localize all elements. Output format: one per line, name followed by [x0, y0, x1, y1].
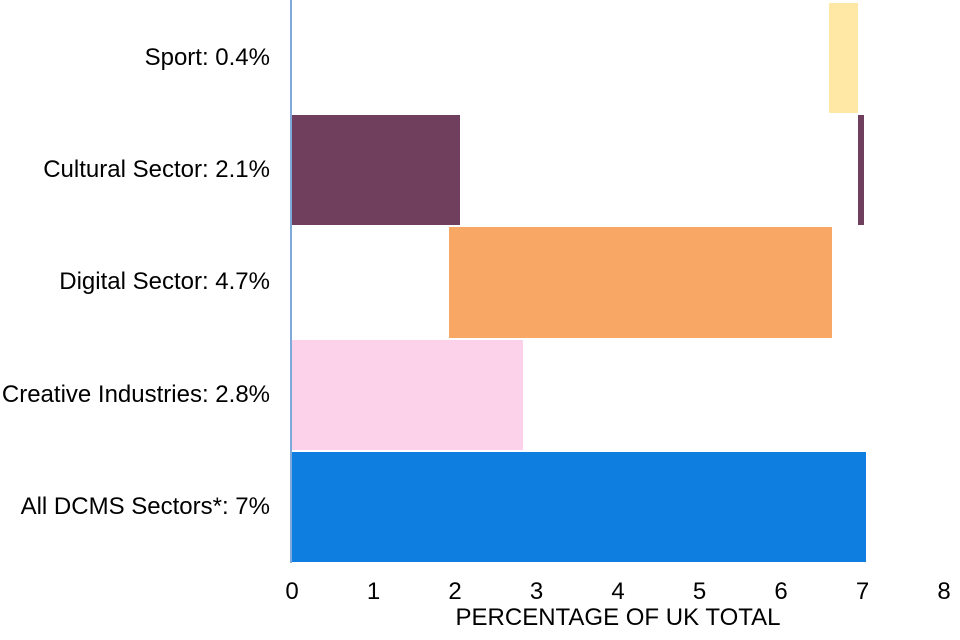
y-axis-line — [290, 0, 292, 563]
bar-track-creative-industries — [292, 339, 944, 451]
x-tick-0: 0 — [285, 578, 299, 605]
chart-row-cultural-sector: Cultural Sector: 2.1% — [0, 114, 944, 226]
bar-segment-all-dcms-sectors — [292, 451, 866, 563]
bar-segment-sport — [829, 3, 859, 114]
category-label-digital-sector: Digital Sector: 4.7% — [59, 268, 270, 296]
bar-segment-creative-industries — [292, 339, 523, 450]
category-label-cultural-sector: Cultural Sector: 2.1% — [43, 156, 270, 184]
x-axis-title: PERCENTAGE OF UK TOTAL — [455, 604, 781, 631]
chart-row-digital-sector: Digital Sector: 4.7% — [0, 226, 944, 338]
bar-segment-digital-sector — [449, 227, 833, 338]
chart-row-all-dcms-sectors: All DCMS Sectors*: 7% — [0, 451, 944, 563]
x-tick-8: 8 — [937, 578, 951, 605]
chart-row-sport: Sport: 0.4% — [0, 2, 944, 114]
bar-track-sport — [292, 2, 944, 114]
bar-segment-cultural-sector — [292, 115, 460, 226]
x-tick-3: 3 — [529, 578, 544, 605]
x-tick-7: 7 — [855, 578, 870, 605]
x-tick-5: 5 — [692, 578, 707, 605]
category-label-sport: Sport: 0.4% — [144, 43, 270, 71]
category-label-creative-industries: Creative Industries: 2.8% — [1, 380, 270, 408]
x-axis-ticks: 0 1 2 3 4 5 6 7 8 — [285, 578, 950, 605]
plot-area: Sport: 0.4% Cultural Sector: 2.1% Digita… — [0, 2, 944, 563]
x-tick-6: 6 — [774, 578, 788, 605]
bar-segment-cultural-sector — [858, 115, 865, 226]
x-tick-4: 4 — [611, 578, 625, 605]
category-label-all-dcms-sectors: All DCMS Sectors*: 7% — [20, 492, 270, 520]
chart-row-creative-industries: Creative Industries: 2.8% — [0, 339, 944, 451]
bar-track-digital-sector — [292, 226, 944, 338]
x-tick-1: 1 — [366, 578, 381, 605]
x-tick-2: 2 — [448, 578, 462, 605]
bar-track-cultural-sector — [292, 114, 944, 226]
bar-track-all-dcms-sectors — [292, 451, 944, 563]
